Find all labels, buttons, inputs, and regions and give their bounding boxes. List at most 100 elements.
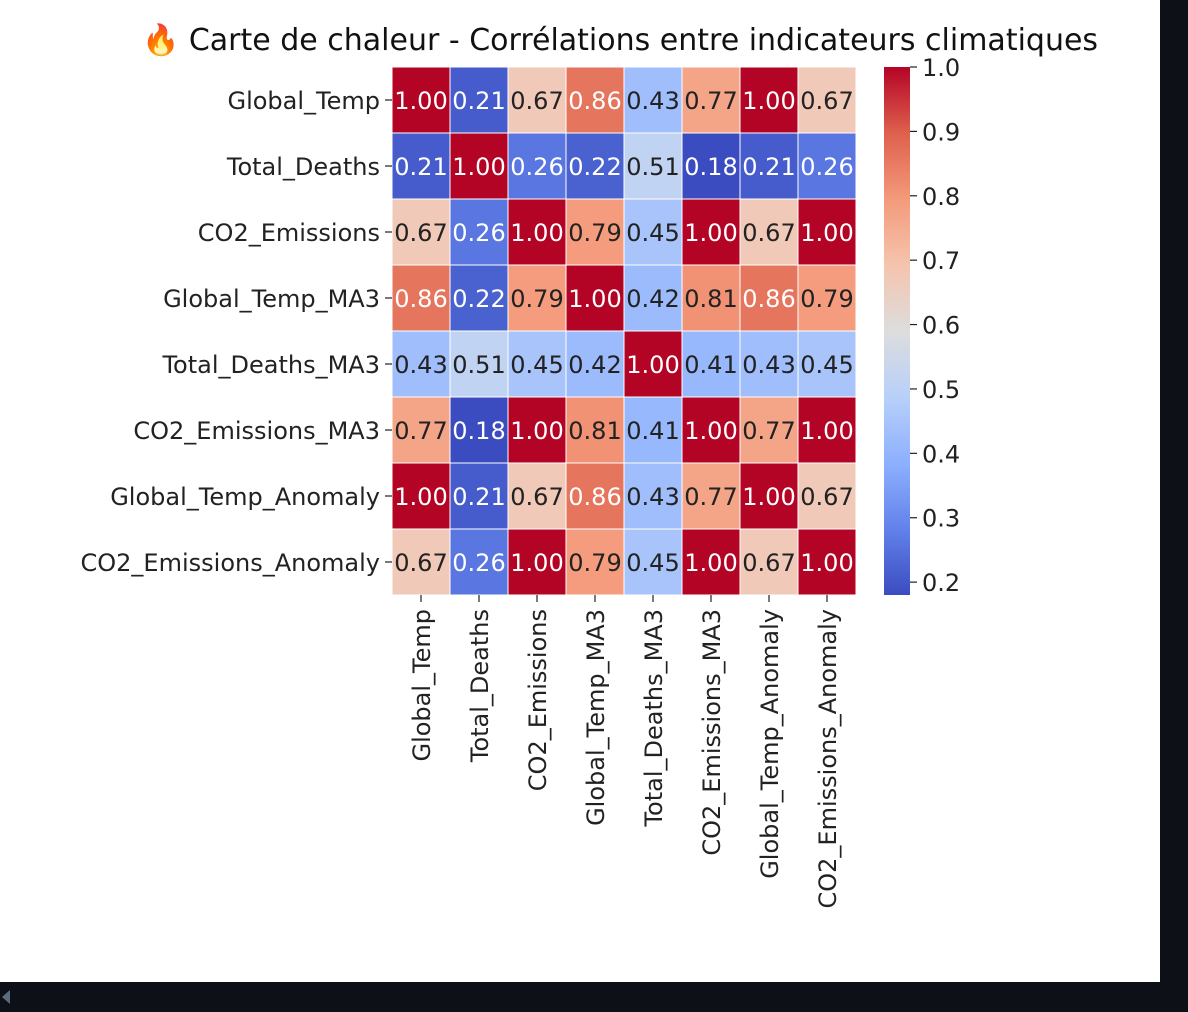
chart-title: 🔥 Carte de chaleur - Corrélations entre …	[142, 22, 1098, 58]
heatmap-cell	[507, 528, 567, 596]
heatmap-cell	[507, 396, 567, 464]
heatmap-cell	[507, 66, 567, 134]
heatmap-cell	[739, 264, 799, 332]
cell-value-label: 0.79	[568, 549, 621, 577]
cell-value-label: 0.45	[626, 219, 679, 247]
column-tick-labels: Global_Temp Total_Deaths CO2_Emissions Glob…	[408, 595, 842, 908]
column-tick-label: CO2_Emissions_MA3	[698, 609, 726, 856]
row-tick-label: CO2_Emissions	[198, 219, 380, 247]
heatmap-cell	[681, 132, 741, 200]
heatmap-cell	[681, 198, 741, 266]
cell-value-label: 1.00	[394, 483, 447, 511]
heatmap-cell	[391, 66, 451, 134]
colorbar-tick-label: 0.2	[922, 569, 960, 597]
cell-value-label: 0.22	[452, 285, 505, 313]
column-tick-label: Global_Temp_Anomaly	[756, 609, 784, 879]
row-tick-label: Total_Deaths_MA3	[161, 351, 380, 379]
cell-value-label: 1.00	[626, 351, 679, 379]
heatmap-cell	[449, 198, 509, 266]
heatmap-cell	[681, 66, 741, 134]
cell-value-label: 0.22	[568, 153, 621, 181]
heatmap-cell	[449, 132, 509, 200]
scroll-left-arrow-icon[interactable]	[2, 990, 10, 1004]
heatmap-cell	[623, 528, 683, 596]
cell-value-label: 0.77	[684, 483, 737, 511]
column-tick-label: Total_Deaths	[466, 609, 494, 763]
heatmap-cell	[449, 396, 509, 464]
heatmap-cell	[739, 462, 799, 530]
heatmap-cell	[623, 264, 683, 332]
heatmap-cell	[565, 132, 625, 200]
cell-value-label: 0.81	[568, 417, 621, 445]
cell-value-label: 0.42	[568, 351, 621, 379]
cell-value-label: 1.00	[742, 483, 795, 511]
cell-value-label: 1.00	[510, 549, 563, 577]
cell-value-label: 0.43	[626, 483, 679, 511]
cell-value-label: 1.00	[510, 417, 563, 445]
heatmap-chart: 🔥 Carte de chaleur - Corrélations entre …	[81, 22, 1099, 908]
cell-value-label: 0.42	[626, 285, 679, 313]
colorbar-tick-label: 0.5	[922, 376, 960, 404]
cell-value-label: 0.67	[800, 87, 853, 115]
cell-value-label: 1.00	[800, 549, 853, 577]
heatmap-cell	[681, 396, 741, 464]
cell-value-label: 1.00	[684, 549, 737, 577]
cell-value-label: 1.00	[510, 219, 563, 247]
colorbar-tick-label: 1.0	[922, 54, 960, 82]
row-tick-label: Total_Deaths	[226, 153, 380, 181]
cell-value-label: 1.00	[568, 285, 621, 313]
cell-value-label: 0.43	[742, 351, 795, 379]
heatmap-cell	[739, 396, 799, 464]
cell-value-label: 0.45	[510, 351, 563, 379]
cell-value-label: 0.41	[684, 351, 737, 379]
colorbar: 0.2 0.3 0.4 0.5 0.6 0.7 0.8 0.9 1.0	[884, 54, 960, 597]
heatmap-cell	[739, 198, 799, 266]
cell-value-label: 0.86	[568, 483, 621, 511]
heatmap-cell	[797, 396, 857, 464]
cell-value-label: 0.18	[452, 417, 505, 445]
cell-value-label: 0.86	[742, 285, 795, 313]
cell-value-label: 0.41	[626, 417, 679, 445]
row-tick-label: Global_Temp_MA3	[163, 285, 380, 313]
cell-value-label: 0.86	[568, 87, 621, 115]
cell-value-label: 0.43	[394, 351, 447, 379]
horizontal-scrollbar[interactable]	[0, 982, 1188, 1012]
heatmap-cell	[797, 330, 857, 398]
heatmap-cell	[507, 462, 567, 530]
heatmap-cell	[391, 264, 451, 332]
column-tick-label: CO2_Emissions_Anomaly	[814, 609, 842, 908]
cell-value-label: 0.21	[452, 483, 505, 511]
heatmap-cell	[797, 198, 857, 266]
heatmap-cell	[565, 264, 625, 332]
colorbar-tick-label: 0.6	[922, 312, 960, 340]
cell-value-label: 0.67	[742, 219, 795, 247]
heatmap-cell	[507, 264, 567, 332]
heatmap-cell	[449, 66, 509, 134]
cell-value-label: 0.67	[394, 549, 447, 577]
row-tick-label: CO2_Emissions_MA3	[133, 417, 380, 445]
cell-value-label: 1.00	[742, 87, 795, 115]
cell-value-label: 0.79	[510, 285, 563, 313]
figure-canvas: 🔥 Carte de chaleur - Corrélations entre …	[0, 0, 1160, 982]
column-tick-label: Global_Temp_MA3	[582, 609, 610, 826]
heatmap-cell	[623, 462, 683, 530]
colorbar-tick-label: 0.9	[922, 118, 960, 146]
heatmap-cell	[797, 462, 857, 530]
column-tick-label: CO2_Emissions	[524, 609, 552, 791]
cell-value-label: 0.45	[626, 549, 679, 577]
cell-value-label: 0.77	[394, 417, 447, 445]
cell-value-label: 0.26	[800, 153, 853, 181]
cell-value-label: 0.67	[394, 219, 447, 247]
heatmap-cell	[739, 330, 799, 398]
row-tick-labels: Global_Temp Total_Deaths CO2_Emissions Glob…	[81, 87, 392, 577]
cell-value-label: 0.79	[568, 219, 621, 247]
heatmap-cell	[565, 198, 625, 266]
heatmap-cell	[623, 396, 683, 464]
cell-value-label: 0.26	[452, 549, 505, 577]
cell-value-label: 1.00	[452, 153, 505, 181]
cell-value-label: 0.21	[742, 153, 795, 181]
heatmap-cell	[797, 66, 857, 134]
cell-value-label: 0.67	[510, 87, 563, 115]
cell-value-label: 0.79	[800, 285, 853, 313]
cell-value-label: 0.43	[626, 87, 679, 115]
